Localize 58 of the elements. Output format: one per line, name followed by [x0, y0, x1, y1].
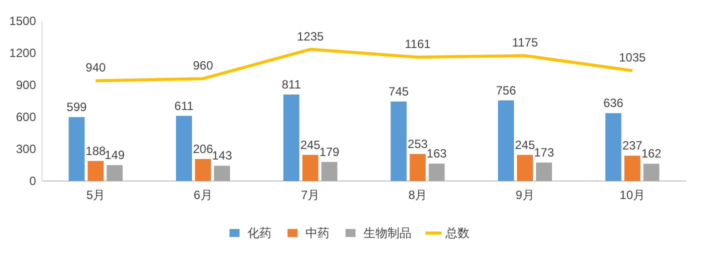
x-tick-label: 8月 — [408, 188, 428, 202]
bar — [517, 154, 533, 181]
bar — [410, 154, 426, 181]
bar — [176, 116, 192, 181]
bar — [195, 159, 211, 181]
data-label: 179 — [319, 144, 340, 159]
data-label: 745 — [388, 84, 409, 99]
bar — [498, 100, 514, 181]
bar — [88, 160, 104, 181]
x-tick-label: 6月 — [194, 188, 212, 202]
x-tick-label: 5月 — [86, 188, 106, 202]
bar — [283, 94, 300, 181]
legend-label: 生物制品 — [364, 226, 412, 240]
y-tick-label: 900 — [16, 78, 36, 92]
legend-label: 总数 — [444, 226, 470, 240]
data-label: 253 — [408, 137, 428, 152]
x-tick-label: 9月 — [516, 188, 534, 202]
data-label: 811 — [282, 77, 302, 92]
x-tick-label: 10月 — [620, 188, 646, 202]
data-label: 143 — [212, 148, 232, 163]
bar — [643, 164, 660, 181]
y-tick-label: 1500 — [9, 14, 36, 28]
data-label: 960 — [192, 58, 214, 73]
bar — [428, 164, 445, 181]
data-label: 611 — [174, 98, 194, 113]
data-label: 163 — [426, 146, 447, 161]
data-label: 245 — [514, 138, 536, 152]
data-label: 162 — [641, 146, 662, 161]
x-tick-label: 7月 — [300, 188, 320, 202]
data-label: 756 — [496, 83, 516, 98]
data-label: 1161 — [404, 37, 431, 52]
bar — [605, 113, 622, 181]
bar — [536, 162, 552, 181]
y-tick-label: 600 — [16, 110, 36, 124]
bar — [624, 156, 640, 181]
data-label: 188 — [86, 144, 106, 158]
data-label: 237 — [622, 138, 643, 153]
data-label: 206 — [192, 142, 214, 156]
data-label: 1035 — [618, 50, 646, 65]
data-label: 940 — [86, 60, 106, 75]
bar — [68, 117, 85, 181]
y-tick-label: 0 — [29, 174, 36, 188]
legend-label: 化药 — [248, 226, 272, 240]
data-label: 173 — [534, 146, 554, 160]
y-tick-label: 300 — [16, 142, 36, 156]
legend-label: 中药 — [306, 226, 330, 240]
y-tick-label: 1200 — [9, 46, 36, 60]
data-label: 1235 — [296, 29, 324, 44]
data-label: 1175 — [512, 36, 538, 50]
bar — [321, 162, 338, 181]
data-label: 636 — [603, 96, 624, 110]
data-label: 149 — [104, 148, 125, 162]
bar — [302, 154, 318, 181]
bar — [214, 166, 230, 181]
data-label: 599 — [66, 100, 87, 114]
bar — [390, 102, 407, 181]
data-label: 245 — [300, 138, 321, 152]
bar — [106, 165, 123, 181]
